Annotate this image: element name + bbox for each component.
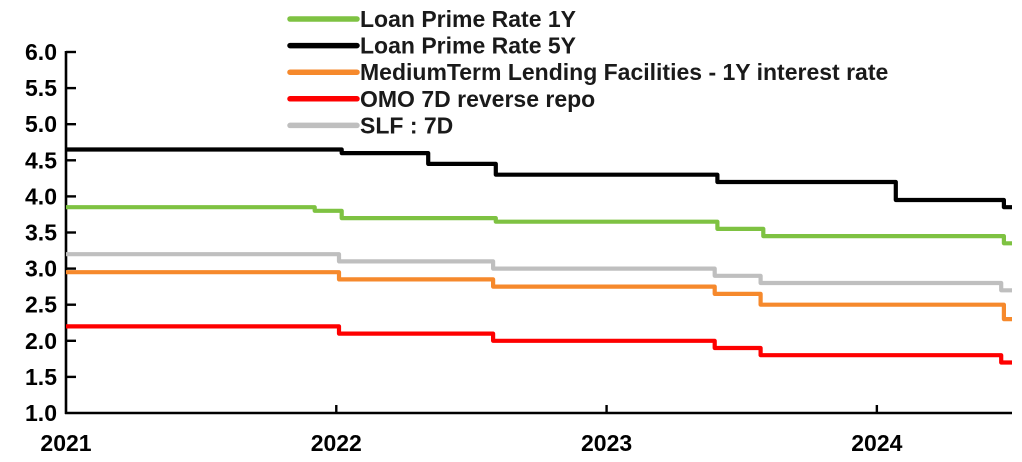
legend-label: Loan Prime Rate 1Y [360, 6, 576, 32]
slf-7d-line [66, 252, 1012, 293]
y-tick-label: 5.0 [25, 111, 57, 137]
y-tick-label: 6.0 [25, 39, 57, 65]
legend-item-omo-7d-reverse-repo: OMO 7D reverse repo [287, 86, 595, 112]
y-tick-label: 4.5 [25, 147, 57, 173]
y-tick-label: 3.5 [25, 220, 57, 246]
mediumterm-lending-facilities-1y-interest-rate-line [66, 270, 1012, 322]
loan-prime-rate-5y-line [66, 147, 1012, 210]
legend-item-loan-prime-rate-1y: Loan Prime Rate 1Y [287, 6, 576, 32]
y-tick-label: 5.5 [25, 75, 57, 101]
x-tick-label: 2024 [851, 430, 902, 456]
loan-prime-rate-1y-line [66, 205, 1012, 246]
x-tick-label: 2021 [40, 430, 91, 456]
legend-label: MediumTerm Lending Facilities - 1Y inter… [360, 59, 888, 85]
y-tick-label: 2.0 [25, 328, 57, 354]
x-tick-label: 2022 [311, 430, 362, 456]
x-tick-label: 2023 [581, 430, 632, 456]
legend-item-slf-7d: SLF : 7D [287, 112, 453, 138]
legend-item-loan-prime-rate-5y: Loan Prime Rate 5Y [287, 33, 576, 59]
y-tick-label: 3.0 [25, 256, 57, 282]
y-tick-label: 4.0 [25, 183, 57, 209]
y-tick-label: 2.5 [25, 292, 57, 318]
legend-label: OMO 7D reverse repo [360, 86, 595, 112]
legend-item-mediumterm-lending-facilities-1y-interest-rate: MediumTerm Lending Facilities - 1Y inter… [287, 59, 888, 85]
y-tick-label: 1.0 [25, 400, 57, 426]
y-tick-label: 1.5 [25, 364, 57, 390]
omo-7d-reverse-repo-line [66, 324, 1012, 365]
legend-label: Loan Prime Rate 5Y [360, 33, 576, 59]
legend-label: SLF : 7D [360, 112, 453, 138]
